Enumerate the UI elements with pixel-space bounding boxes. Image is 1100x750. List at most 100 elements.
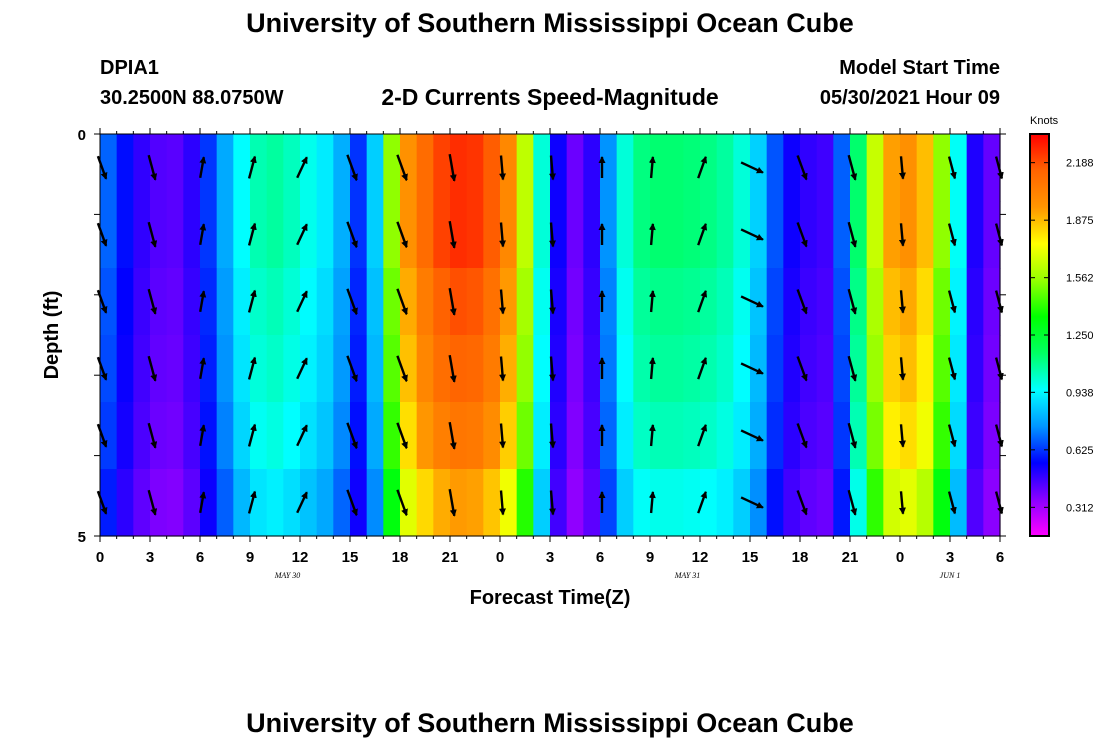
current-arrow: [847, 221, 858, 248]
current-arrow: [396, 221, 408, 249]
heatmap-cell: [483, 134, 501, 202]
y-axis-label: Depth (ft): [41, 291, 63, 380]
current-arrow: [147, 489, 158, 516]
current-arrow: [96, 155, 108, 180]
heatmap-cell: [783, 469, 801, 537]
heatmap-cell: [650, 335, 668, 403]
heatmap-cell: [566, 268, 584, 336]
current-arrow: [147, 221, 158, 248]
heatmap-cell: [450, 402, 468, 470]
heatmap-cell: [366, 134, 384, 202]
heatmap-cell: [700, 134, 718, 202]
heatmap-cell: [150, 134, 168, 202]
heatmap-cell: [183, 469, 201, 537]
heatmap-cell: [600, 402, 618, 470]
heatmap-cell: [100, 268, 118, 336]
heatmap-cell: [583, 201, 601, 269]
heatmap-cell: [550, 402, 568, 470]
current-arrow: [247, 423, 257, 447]
heatmap-cell: [216, 469, 234, 537]
heatmap-cell: [116, 134, 134, 202]
heatmap-cell: [150, 469, 168, 537]
heatmap-cells: [100, 134, 1001, 537]
colorbar-tick-label: 1.562: [1066, 273, 1094, 285]
date-label: MAY 31: [674, 571, 701, 580]
heatmap-cell: [600, 268, 618, 336]
heatmap-cell: [900, 402, 918, 470]
heatmap-cell: [350, 335, 368, 403]
current-arrow: [296, 156, 308, 179]
heatmap-cell: [300, 201, 318, 269]
heatmap-cell: [950, 201, 968, 269]
current-arrow: [499, 155, 506, 181]
x-tick-label: 12: [692, 549, 709, 566]
current-arrow: [346, 288, 358, 316]
heatmap-cell: [283, 335, 301, 403]
heatmap-cell: [616, 335, 634, 403]
heatmap-cell: [933, 134, 951, 202]
x-tick-label: 3: [946, 549, 954, 566]
heatmap-cell: [850, 201, 868, 269]
heatmap-cell: [550, 268, 568, 336]
heatmap-cell: [700, 335, 718, 403]
x-tick-label: 6: [996, 549, 1004, 566]
heatmap-cell: [383, 201, 401, 269]
current-arrow: [994, 357, 1004, 381]
heatmap-cell: [700, 268, 718, 336]
heatmap-cell: [383, 134, 401, 202]
heatmap-cell: [250, 402, 268, 470]
heatmap-cell: [583, 335, 601, 403]
current-arrow: [549, 356, 556, 382]
heatmap-cell: [150, 268, 168, 336]
current-arrow: [296, 491, 308, 514]
heatmap-cell: [983, 469, 1001, 537]
heatmap-cell: [466, 335, 484, 403]
current-arrow: [697, 356, 708, 380]
heatmap-cell: [666, 268, 684, 336]
date-label: MAY 30: [274, 571, 301, 580]
heatmap-cell: [516, 134, 534, 202]
heatmap-cell: [466, 469, 484, 537]
heatmap-cell: [766, 268, 784, 336]
heatmap-cell: [500, 201, 518, 269]
heatmap-cell: [416, 469, 434, 537]
current-arrow: [740, 295, 764, 308]
heatmap-cell: [150, 402, 168, 470]
current-arrow: [346, 489, 358, 517]
heatmap-cell: [300, 134, 318, 202]
current-arrow: [96, 289, 108, 314]
heatmap-cell: [533, 335, 551, 403]
heatmap-cell: [150, 201, 168, 269]
heatmap-cell: [516, 335, 534, 403]
current-arrow: [247, 356, 257, 380]
heatmap-cell: [983, 268, 1001, 336]
x-tick-label: 0: [96, 549, 104, 566]
heatmap-cell: [616, 469, 634, 537]
heatmap-cell: [283, 268, 301, 336]
colorbar-tick-label: 0.625: [1066, 445, 1094, 457]
heatmap-cell: [400, 201, 418, 269]
heatmap-cell: [633, 402, 651, 470]
current-arrow: [796, 222, 808, 248]
heatmap-cell: [333, 134, 351, 202]
heatmap-cell: [350, 134, 368, 202]
heatmap-cell: [366, 335, 384, 403]
current-arrow: [796, 356, 808, 382]
current-arrow: [247, 222, 257, 246]
heatmap-cell: [966, 335, 984, 403]
y-axis: 05: [78, 127, 1006, 546]
heatmap-cell: [816, 402, 834, 470]
heatmap-cell: [733, 201, 751, 269]
heatmap-cell: [800, 469, 818, 537]
heatmap-cell: [900, 201, 918, 269]
current-arrow: [898, 223, 906, 247]
heatmap-cell: [716, 134, 734, 202]
heatmap-cell: [166, 201, 184, 269]
heatmap-cell: [983, 335, 1001, 403]
heatmap-cell: [100, 335, 118, 403]
heatmap-cell: [416, 268, 434, 336]
heatmap-cell: [950, 134, 968, 202]
x-tick-label: 15: [742, 549, 759, 566]
heatmap-cell: [500, 469, 518, 537]
heatmap-cell: [933, 335, 951, 403]
